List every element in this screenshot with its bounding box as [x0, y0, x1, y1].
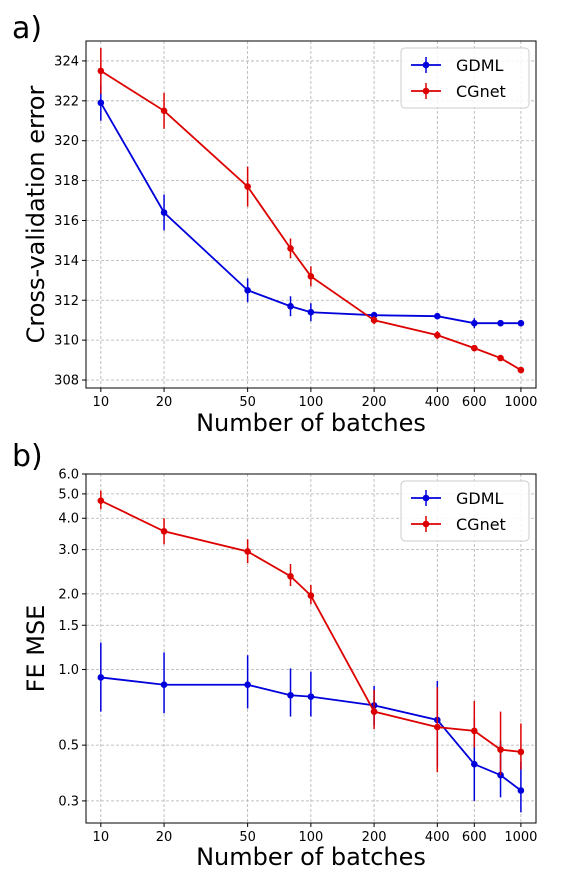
series-line-cgnet: [100, 499, 522, 753]
x-tick-label: 100: [298, 395, 323, 410]
legend: GDML CGnet: [400, 480, 530, 542]
legend-marker-gdml: [422, 61, 430, 69]
data-point-cgnet: [97, 497, 105, 504]
legend-box: [400, 480, 530, 542]
y-tick-label: 322: [54, 94, 79, 109]
y-tick-label: 5.0: [58, 487, 79, 502]
x-tick-label: 1000: [504, 830, 537, 845]
legend-marker-cgnet: [422, 87, 430, 95]
legend-label-gdml: GDML: [456, 56, 504, 75]
panel-label: a): [12, 11, 42, 46]
data-point-cgnet: [497, 746, 504, 753]
data-point-cgnet: [370, 316, 378, 324]
y-tick-label: 0.5: [58, 739, 79, 754]
x-axis-label: Number of batches: [196, 409, 426, 437]
x-tick-label: 600: [462, 395, 487, 410]
x-tick-label: 20: [156, 395, 173, 410]
data-point-cgnet: [307, 592, 315, 599]
data-point-cgnet: [434, 331, 441, 339]
data-point-cgnet: [287, 572, 294, 580]
x-tick-label: 400: [425, 830, 450, 845]
data-point-gdml: [97, 674, 105, 681]
x-tick-label: 400: [425, 395, 450, 410]
data-point-cgnet: [287, 245, 294, 252]
series-cgnet: [97, 47, 525, 374]
y-tick-label: 6.0: [58, 468, 79, 483]
legend-label-cgnet: CGnet: [456, 82, 506, 101]
data-point-cgnet: [97, 67, 105, 75]
data-point-gdml: [244, 286, 251, 294]
panel-label: b): [12, 439, 43, 474]
series-line-gdml: [100, 102, 521, 325]
data-point-cgnet: [160, 527, 168, 535]
data-point-cgnet: [244, 548, 251, 555]
y-tick-label: 4.0: [58, 512, 79, 527]
y-tick-label: 2.0: [58, 587, 79, 602]
y-tick-label: 320: [54, 134, 79, 149]
data-point-cgnet: [370, 708, 378, 715]
data-point-gdml: [307, 693, 315, 700]
y-tick-label: 308: [54, 374, 79, 389]
series-line-cgnet: [100, 70, 522, 371]
legend-marker-gdml: [422, 494, 430, 502]
x-tick-label: 100: [298, 830, 323, 845]
y-tick-label: 1.0: [58, 663, 79, 678]
data-point-gdml: [497, 319, 504, 327]
data-point-gdml: [517, 319, 525, 327]
data-point-cgnet: [160, 107, 168, 115]
data-point-cgnet: [471, 344, 478, 352]
legend-label-cgnet: CGnet: [456, 515, 506, 534]
y-tick-label: 1.5: [58, 619, 79, 634]
data-point-gdml: [434, 312, 441, 320]
data-point-cgnet: [517, 366, 525, 374]
data-point-gdml: [307, 308, 315, 316]
data-point-gdml: [287, 302, 294, 310]
data-point-gdml: [517, 787, 525, 794]
legend-box: [400, 47, 530, 109]
series-gdml: [97, 84, 525, 329]
y-axis-label: Cross-validation error: [22, 86, 50, 344]
series-line-gdml: [100, 676, 522, 792]
legend-marker-cgnet: [422, 520, 430, 528]
x-tick-label: 600: [462, 830, 487, 845]
data-point-gdml: [287, 691, 294, 699]
data-point-cgnet: [471, 727, 478, 735]
x-tick-label: 10: [93, 830, 110, 845]
data-point-gdml: [471, 760, 478, 768]
data-point-gdml: [244, 681, 251, 689]
y-axis-label: FE MSE: [22, 605, 50, 693]
series-cgnet: [97, 490, 525, 776]
x-tick-label: 200: [362, 395, 387, 410]
x-axis-label: Number of batches: [196, 843, 426, 871]
y-tick-label: 312: [54, 294, 79, 309]
data-point-cgnet: [434, 723, 441, 731]
legend: GDML CGnet: [400, 47, 530, 109]
y-tick-label: 314: [54, 254, 79, 269]
legend-label-gdml: GDML: [456, 489, 504, 508]
y-tick-label: 324: [54, 54, 79, 69]
x-tick-label: 50: [239, 830, 256, 845]
data-point-gdml: [471, 319, 478, 327]
data-point-cgnet: [497, 354, 504, 362]
y-tick-label: 0.3: [58, 794, 79, 809]
x-tick-label: 20: [156, 830, 173, 845]
x-tick-label: 1000: [504, 395, 537, 410]
data-point-gdml: [370, 311, 378, 319]
y-tick-label: 310: [54, 334, 79, 349]
x-tick-label: 50: [239, 395, 256, 410]
y-tick-label: 318: [54, 174, 79, 189]
data-point-gdml: [160, 681, 168, 689]
data-point-cgnet: [517, 748, 525, 756]
x-tick-label: 10: [93, 395, 110, 410]
data-point-gdml: [160, 209, 168, 216]
data-point-cgnet: [244, 183, 251, 190]
chart-panel-a: a) 10 20 50 100 200 400 600 1000 308 310 312 314 316 3…: [12, 11, 537, 437]
x-tick-label: 200: [362, 830, 387, 845]
y-tick-label: 316: [54, 214, 79, 229]
data-point-gdml: [97, 99, 105, 107]
chart-panel-b: b) 10 20 50 100 200 400 600 1000 0.3 0.5 1.0 1.5 2.0 3…: [12, 439, 537, 871]
y-tick-label: 3.0: [58, 543, 79, 558]
data-point-cgnet: [307, 273, 315, 280]
